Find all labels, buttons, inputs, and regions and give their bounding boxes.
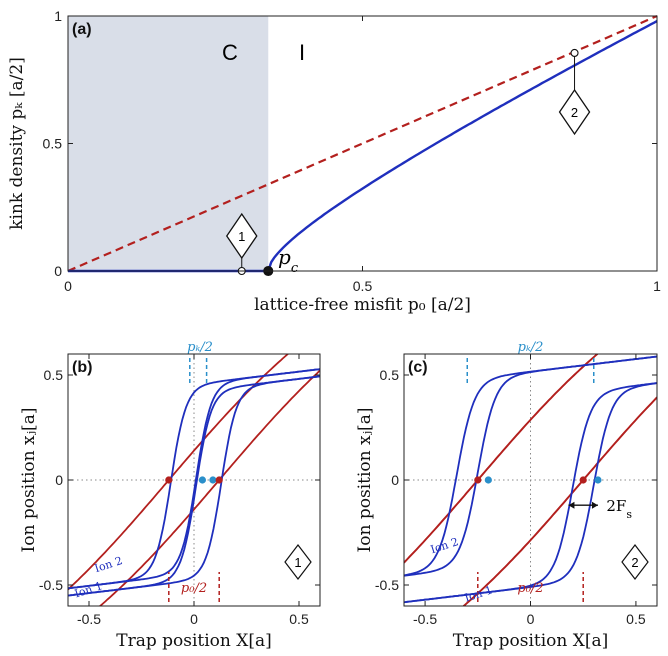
x-tick-label: 0.5 — [626, 611, 646, 627]
x-tick-label: 1 — [653, 278, 661, 294]
ion-2-label: Ion 2 — [93, 554, 124, 575]
equilibrium-point-2 — [579, 476, 587, 484]
free-ion-line-1 — [68, 354, 290, 591]
hysteresis-down-0 — [404, 355, 657, 577]
panel-b: -0.5 -0.5 0 0 0.5 0.5 (b) pₖ/2 p₀/2 Ion 2 Ion 1 1 Tr… — [19, 340, 321, 651]
y-axis-label: Ion position xⱼ[a] — [19, 408, 39, 553]
x-axis-label: Trap position X[a] — [116, 631, 272, 651]
p0-half-label: p₀/2 — [181, 581, 207, 596]
x-tick-label: 0 — [64, 278, 72, 294]
panel-marker-diamond — [284, 544, 312, 580]
equilibrium-point-3 — [215, 476, 223, 484]
ion-2-down — [68, 368, 320, 590]
y-tick-label: 0.5 — [43, 136, 63, 152]
panel-a: 00 0.5 0.5 1 1 (a) C I pc 1 2 lattice-free m… — [7, 8, 661, 315]
svg-text:1: 1 — [238, 229, 245, 244]
marker-point-2 — [570, 48, 579, 58]
ion-1-down — [68, 375, 320, 597]
force-arrow-head-left — [568, 501, 575, 509]
free-ion-line-2 — [98, 369, 320, 606]
free-ion-line-1 — [404, 354, 599, 564]
y-tick-label: -0.5 — [39, 577, 63, 593]
y-axis-label: Ion position xⱼ[a] — [355, 408, 375, 553]
y-tick-label: 0 — [55, 472, 63, 488]
x-tick-label: -0.5 — [77, 611, 101, 627]
pk-half-label: pₖ/2 — [187, 340, 213, 355]
free-ion-line-1b — [462, 396, 657, 606]
hysteresis-down-1 — [404, 382, 657, 604]
x-tick-label: 0.5 — [289, 611, 309, 627]
free-misfit-line — [67, 14, 658, 273]
region-c-label: C — [222, 40, 238, 65]
pc-label: pc — [278, 245, 299, 276]
region-i-label: I — [299, 40, 305, 65]
panel-marker-label: 2 — [631, 555, 638, 570]
y-tick-label: 0.5 — [44, 367, 64, 383]
equilibrium-point-3 — [594, 476, 602, 484]
y-tick-label: 0 — [54, 263, 62, 279]
x-tick-label: 0 — [527, 611, 535, 627]
force-arrow-head-right — [591, 501, 598, 509]
marker-1-diamond: 1 — [225, 212, 258, 268]
y-tick-label: 0.5 — [380, 367, 400, 383]
panel-a-x-label: lattice-free misfit p₀ [a/2] — [254, 295, 471, 315]
equilibrium-point-0 — [474, 476, 482, 484]
x-axis-label: Trap position X[a] — [453, 631, 609, 651]
ion-1-label: Ion 1 — [73, 579, 104, 600]
x-tick-label: 0.5 — [353, 278, 373, 294]
equilibrium-point-1 — [484, 476, 492, 484]
svg-text:2: 2 — [571, 105, 578, 120]
y-tick-label: -0.5 — [375, 577, 399, 593]
x-tick-label: -0.5 — [413, 611, 437, 627]
equilibrium-point-1 — [198, 476, 206, 484]
equilibrium-point-0 — [165, 476, 173, 484]
ion-2-label: Ion 2 — [429, 535, 460, 556]
y-tick-label: 0 — [391, 472, 399, 488]
panel-label: (b) — [72, 359, 92, 376]
pk-half-label: pₖ/2 — [518, 340, 544, 355]
panel-a-y-label: kink density pₖ [a/2] — [7, 57, 27, 230]
panel-label: (c) — [408, 359, 428, 376]
panel-marker-label: 1 — [294, 555, 301, 570]
equilibrium-point-2 — [209, 476, 217, 484]
force-label: 2Fs — [606, 497, 632, 521]
marker-2-diamond: 2 — [558, 55, 591, 136]
panel-a-label: (a) — [72, 21, 92, 38]
x-tick-label: 0 — [190, 611, 198, 627]
panel-marker-diamond — [621, 544, 649, 580]
p0-half-label: p₀/2 — [517, 581, 543, 596]
y-tick-label: 1 — [54, 8, 62, 24]
